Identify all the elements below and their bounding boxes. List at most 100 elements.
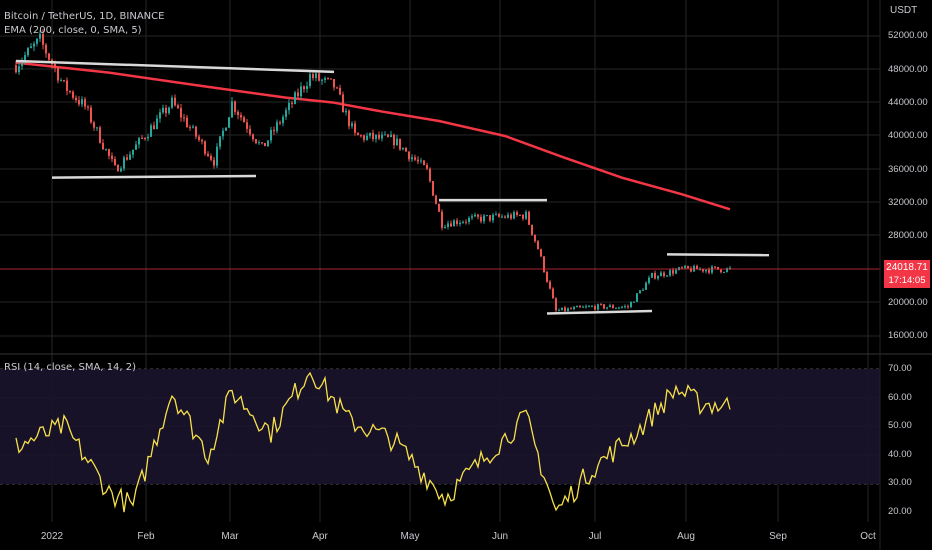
candle-body [390, 134, 392, 137]
candle-body [543, 256, 545, 272]
candle-body [303, 86, 305, 90]
candle-body [393, 134, 395, 146]
candle-body [255, 139, 257, 144]
candle-body [729, 267, 731, 269]
candle-body [567, 308, 569, 312]
candle-body [702, 269, 704, 272]
candle-body [459, 222, 461, 225]
ema-indicator-label[interactable]: EMA (200, close, 0, SMA, 5) [4, 25, 142, 36]
candle-body [561, 307, 563, 311]
candle-body [573, 307, 575, 310]
current-price-badge: 24018.71 17:14:05 [884, 260, 930, 288]
candle-body [579, 306, 581, 308]
rsi-tick: 20.00 [888, 506, 912, 517]
rsi-tick: 30.00 [888, 477, 912, 488]
candle-body [369, 132, 371, 136]
candle-body [339, 87, 341, 95]
candle-body [129, 154, 131, 160]
candle-body [618, 307, 620, 309]
candle-body [174, 97, 176, 106]
candle-body [228, 117, 230, 128]
candle-body [207, 153, 209, 156]
candle-body [333, 79, 335, 88]
candle-body [36, 38, 38, 44]
candle-body [717, 266, 719, 270]
candle-body [234, 101, 236, 112]
candle-body [312, 74, 314, 79]
candle-body [699, 269, 701, 271]
candle-body [21, 61, 23, 67]
candle-body [189, 127, 191, 129]
candle-body [27, 48, 29, 56]
candle-body [351, 123, 353, 127]
candle-body [378, 134, 380, 139]
candle-body [159, 112, 161, 119]
candle-body [225, 127, 227, 131]
time-tick: Oct [860, 531, 876, 542]
candle-body [372, 132, 374, 140]
trendline [15, 59, 335, 74]
candle-body [681, 267, 683, 269]
candle-body [591, 306, 593, 308]
time-tick: Sep [769, 531, 787, 542]
candle-body [603, 304, 605, 309]
candle-body [324, 77, 326, 80]
candle-body [594, 306, 596, 310]
candle-body [39, 33, 41, 39]
candle-body [558, 310, 560, 312]
candle-body [624, 306, 626, 308]
candle-body [462, 221, 464, 223]
candle-body [609, 305, 611, 308]
candle-body [366, 135, 368, 140]
candle-body [282, 116, 284, 124]
candle-body [489, 215, 491, 221]
candle-body [144, 138, 146, 140]
candle-body [687, 265, 689, 269]
candle-body [90, 107, 92, 123]
candle-body [48, 53, 50, 60]
candle-body [237, 111, 239, 116]
rsi-path [15, 371, 731, 513]
candle-body [450, 223, 452, 227]
symbol-title[interactable]: Bitcoin / TetherUS, 1D, BINANCE [4, 11, 165, 22]
candle-body [297, 92, 299, 97]
candle-countdown: 17:14:05 [888, 275, 926, 286]
price-tick: 36000.00 [888, 164, 928, 175]
candle-body [204, 141, 206, 154]
candle-body [321, 79, 323, 81]
candle-body [120, 168, 122, 172]
currency-label: USDT [890, 5, 918, 16]
candle-body [429, 168, 431, 182]
candle-body [528, 211, 530, 225]
candle-body [291, 102, 293, 104]
time-tick: Aug [677, 531, 695, 542]
price-tick: 52000.00 [888, 30, 928, 41]
price-tick: 40000.00 [888, 130, 928, 141]
candle-body [435, 195, 437, 204]
rsi-indicator-label[interactable]: RSI (14, close, SMA, 14, 2) [4, 362, 137, 373]
candle-body [408, 151, 410, 160]
candle-body [69, 91, 71, 93]
candle-body [183, 117, 185, 119]
candle-body [585, 306, 587, 308]
candle-body [222, 130, 224, 137]
candle-body [486, 215, 488, 217]
candle-body [165, 107, 167, 114]
candle-body [576, 306, 578, 308]
candle-body [264, 142, 266, 147]
candle-body [516, 212, 518, 215]
candle-body [279, 122, 281, 124]
trendlines[interactable] [15, 59, 770, 315]
candle-body [477, 214, 479, 217]
candle-body [684, 265, 686, 268]
candle-body [666, 275, 668, 277]
candle-body [615, 307, 617, 309]
candle-body [708, 269, 710, 273]
candle-body [540, 249, 542, 257]
candle-body [123, 157, 125, 169]
candle-body [18, 66, 20, 73]
candle-body [294, 92, 296, 104]
candle-body [348, 110, 350, 127]
candle-body [63, 80, 65, 82]
